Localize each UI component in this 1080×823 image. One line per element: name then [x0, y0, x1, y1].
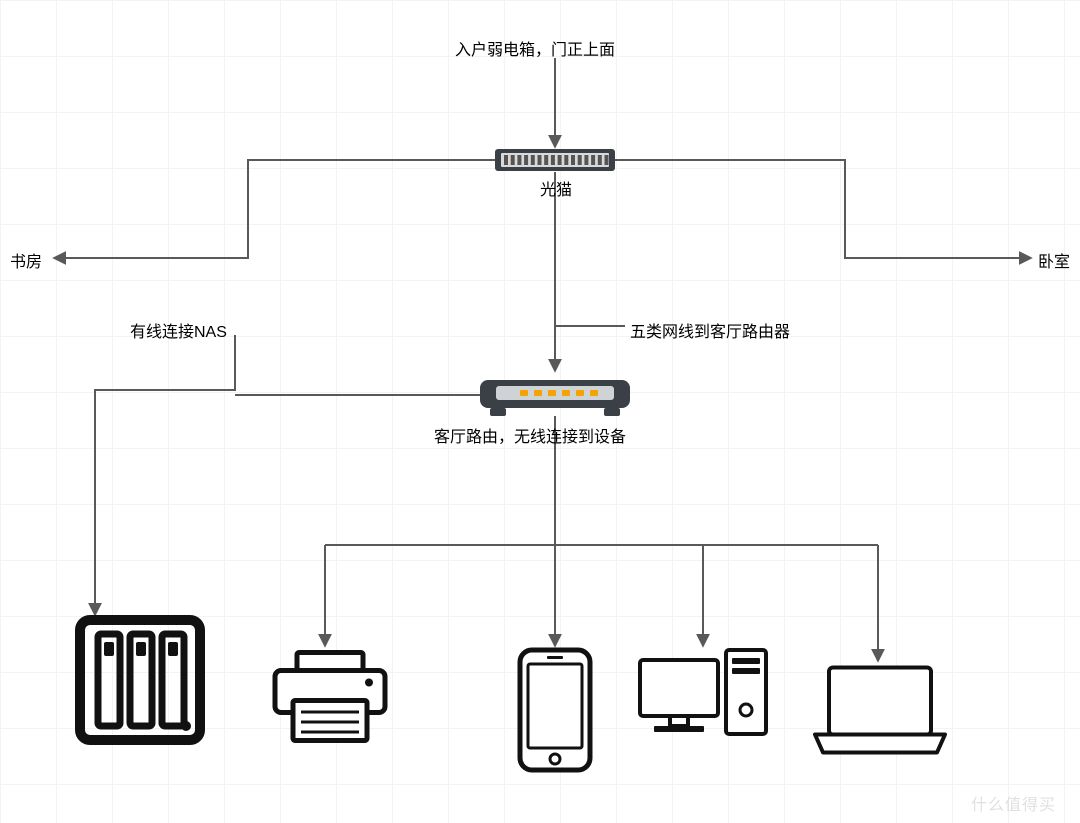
desktop-icon [640, 650, 766, 734]
phone-icon [520, 650, 590, 770]
printer-icon [275, 653, 385, 741]
modem-icon [495, 149, 615, 171]
devices-layer [0, 0, 1080, 823]
nas-icon [80, 620, 200, 740]
laptop-icon [815, 668, 945, 753]
router-icon [480, 380, 630, 416]
